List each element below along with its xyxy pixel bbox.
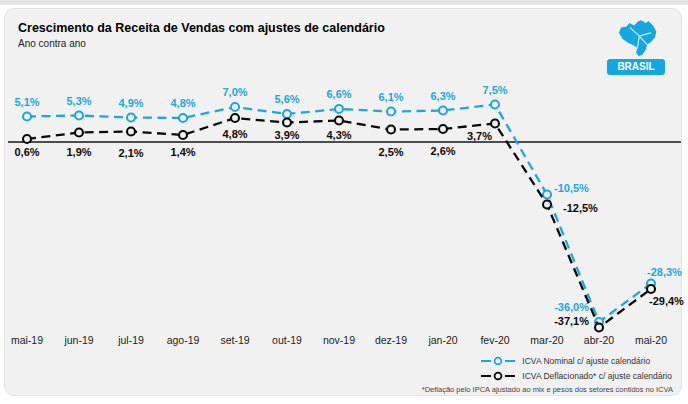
footnote: *Deflação pelo IPCA ajustado ao mix e pe… [422,385,673,394]
data-point [387,126,395,134]
data-label: 5,1% [14,96,39,108]
data-label: -29,4% [649,295,684,307]
x-tick-label: jul-19 [117,334,144,346]
data-point [491,101,499,109]
data-label: 1,9% [66,146,91,158]
data-point [283,119,291,127]
legend-item-deflacionado: ICVA Deflacionado* c/ ajuste calendário [480,368,672,383]
legend-item-nominal: ICVA Nominal c/ ajuste calendário [480,353,672,368]
legend-label-nominal: ICVA Nominal c/ ajuste calendário [522,356,650,366]
x-tick-label: mai-20 [635,334,667,346]
data-label: 2,5% [378,146,403,158]
data-point [179,131,187,139]
data-point [127,114,135,122]
data-label: -37,1% [554,315,589,327]
data-label: 6,3% [430,90,455,102]
data-point [179,114,187,122]
data-label: 2,1% [118,147,143,159]
x-tick-label: set-19 [220,334,249,346]
data-point [543,201,551,209]
data-point [231,103,239,111]
x-tick-label: nov-19 [323,334,355,346]
line-chart: mai-19 jun-19 jul-19 ago-19 set-19 out-19 nov-… [0,0,688,404]
data-point [23,135,31,143]
x-tick-label: mar-20 [530,334,563,346]
data-point [23,113,31,121]
data-label: 4,8% [222,128,247,140]
data-label: 7,0% [222,86,247,98]
data-label: 4,8% [170,97,195,109]
data-point [127,128,135,136]
legend-label-deflacionado: ICVA Deflacionado* c/ ajuste calendário [522,371,672,381]
data-label: 4,3% [326,129,351,141]
data-label: 6,1% [378,91,403,103]
data-label: -36,0% [554,301,589,313]
data-point [491,120,499,128]
x-tick-label: out-19 [272,334,302,346]
x-tick-label: ago-19 [167,334,200,346]
x-tick-label: jan-20 [427,334,457,346]
data-point [647,285,655,293]
data-label: 0,6% [14,146,39,158]
data-label: 5,3% [66,95,91,107]
x-tick-label: mai-19 [11,334,43,346]
x-tick-label: abr-20 [584,334,615,346]
data-label: 1,4% [170,146,195,158]
data-label: 6,6% [326,88,351,100]
data-point [335,105,343,113]
data-point [595,324,603,332]
x-tick-label: fev-20 [480,334,509,346]
data-label: 4,9% [118,97,143,109]
data-label: 2,6% [430,145,455,157]
data-point [283,110,291,118]
legend-marker-deflacionado-icon [480,371,516,381]
data-label: -10,5% [554,182,589,194]
data-point [439,107,447,115]
data-point [543,191,551,199]
data-point [335,117,343,125]
data-label: 5,6% [274,93,299,105]
data-label: -28,3% [647,266,682,278]
data-label: 3,7% [467,130,492,142]
legend-marker-nominal-icon [480,356,516,366]
x-tick-label: jun-19 [63,334,93,346]
data-label: -12,5% [563,202,598,214]
data-point [231,114,239,122]
data-point [387,108,395,116]
data-point [439,125,447,133]
data-point [75,112,83,120]
data-label: 3,9% [274,129,299,141]
data-point [75,129,83,137]
data-label: 7,5% [482,84,507,96]
chart-legend: ICVA Nominal c/ ajuste calendário ICVA D… [480,353,672,383]
x-tick-label: dez-19 [375,334,407,346]
